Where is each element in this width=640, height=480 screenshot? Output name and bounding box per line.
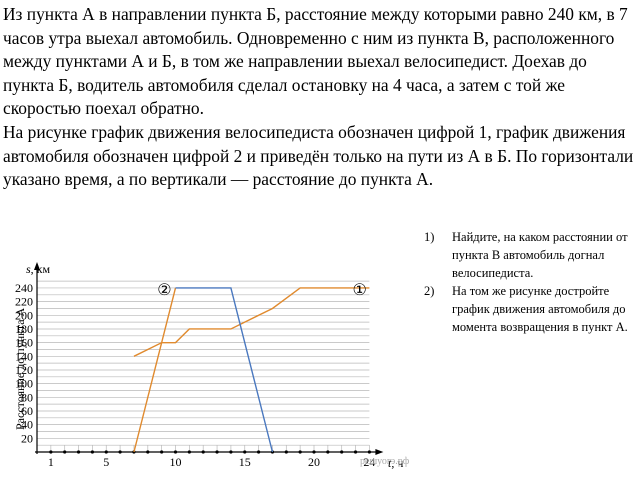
x-tick-dot — [340, 450, 344, 454]
problem-text: Из пункта А в направлении пункта Б, расс… — [3, 3, 637, 192]
y-axis-label: s, км — [26, 262, 51, 276]
y-tick-label: 240 — [15, 281, 33, 295]
series-line-2 — [133, 287, 177, 453]
x-tick-label: 24 — [363, 455, 375, 469]
x-axis-unit: , ч — [391, 456, 403, 470]
x-axis-arrow — [375, 449, 384, 455]
y-tick-label: 40 — [21, 418, 33, 432]
task-list: 1) Найдите, на каком расстоянии от пункт… — [424, 228, 636, 336]
y-tick-label: 160 — [15, 336, 33, 350]
y-tick-label: 120 — [15, 363, 33, 377]
task-text: На том же рисунке достройте график движе… — [452, 284, 628, 334]
x-tick-dot — [229, 450, 233, 454]
x-tick-dot — [201, 450, 205, 454]
x-tick-dot — [353, 450, 358, 454]
task-item: 1) Найдите, на каком расстоянии от пункт… — [424, 228, 636, 282]
chart-lines — [133, 287, 370, 453]
x-tick-label: 10 — [170, 455, 182, 469]
task-number: 2) — [424, 284, 435, 298]
y-tick-label: 180 — [15, 322, 33, 336]
chart-ticks: 1 5 10 15 20 24204060801001201401601802002202… — [15, 281, 375, 469]
x-axis-label: t, ч — [388, 456, 403, 470]
y-tick-label: 200 — [15, 308, 33, 322]
task-text: Найдите, на каком расстоянии от пункта В… — [452, 230, 628, 280]
x-axis-symbol: t — [388, 456, 392, 470]
x-tick-dot — [215, 450, 219, 454]
y-axis-unit: , км — [31, 262, 51, 276]
x-tick-dot — [76, 450, 81, 454]
y-tick-label: 100 — [15, 377, 33, 391]
y-tick-label: 80 — [21, 390, 33, 404]
x-tick-dot — [284, 450, 288, 454]
x-tick-label: 20 — [308, 455, 320, 469]
x-tick-dot — [146, 450, 150, 454]
x-tick-dot — [367, 450, 371, 454]
series-line-3 — [175, 287, 274, 453]
task-number: 1) — [424, 230, 435, 244]
x-tick-dot — [326, 450, 330, 454]
x-tick-label: 15 — [239, 455, 251, 469]
x-tick-dot — [173, 450, 178, 454]
x-tick-dot — [63, 450, 67, 454]
x-tick-label: 5 — [103, 455, 109, 469]
y-axis-side-label: Расстояние до пункта А — [13, 307, 27, 430]
y-tick-label: 220 — [15, 295, 33, 309]
series-line-1 — [133, 287, 370, 357]
x-tick-dot — [257, 450, 261, 454]
chart-grid — [37, 280, 370, 452]
chart-axes — [34, 262, 384, 455]
x-tick-label: 1 — [48, 455, 54, 469]
chart-labels: ② ① s, км t, ч Расстояние до пункта А решуогэ… — [13, 262, 410, 470]
y-tick-label: 60 — [21, 404, 33, 418]
x-tick-dot — [298, 450, 302, 454]
y-tick-label: 20 — [21, 431, 33, 445]
y-axis-symbol: s — [26, 262, 31, 276]
x-tick-dot — [243, 450, 247, 454]
motion-graph: 1 5 10 15 20 24204060801001201401601802002202… — [13, 262, 410, 470]
series-marker: ② — [157, 282, 171, 299]
problem-paragraph-1: Из пункта А в направлении пункта Б, расс… — [3, 4, 628, 119]
x-tick-dot — [312, 450, 316, 454]
x-tick-dot — [49, 450, 53, 454]
y-axis-arrow — [34, 262, 40, 270]
series-marker: ① — [353, 282, 367, 299]
y-tick-label: 140 — [15, 349, 33, 363]
problem-paragraph-2: На рисунке график движения велосипедиста… — [3, 121, 634, 190]
x-tick-dot — [104, 450, 108, 454]
task-item: 2) На том же рисунке достройте график дв… — [424, 282, 636, 336]
x-tick-dot — [187, 450, 191, 454]
x-tick-dot — [90, 450, 94, 454]
x-tick-dot — [118, 450, 122, 454]
x-tick-dot — [160, 450, 164, 454]
watermark: решуогэ.рф — [360, 456, 410, 467]
